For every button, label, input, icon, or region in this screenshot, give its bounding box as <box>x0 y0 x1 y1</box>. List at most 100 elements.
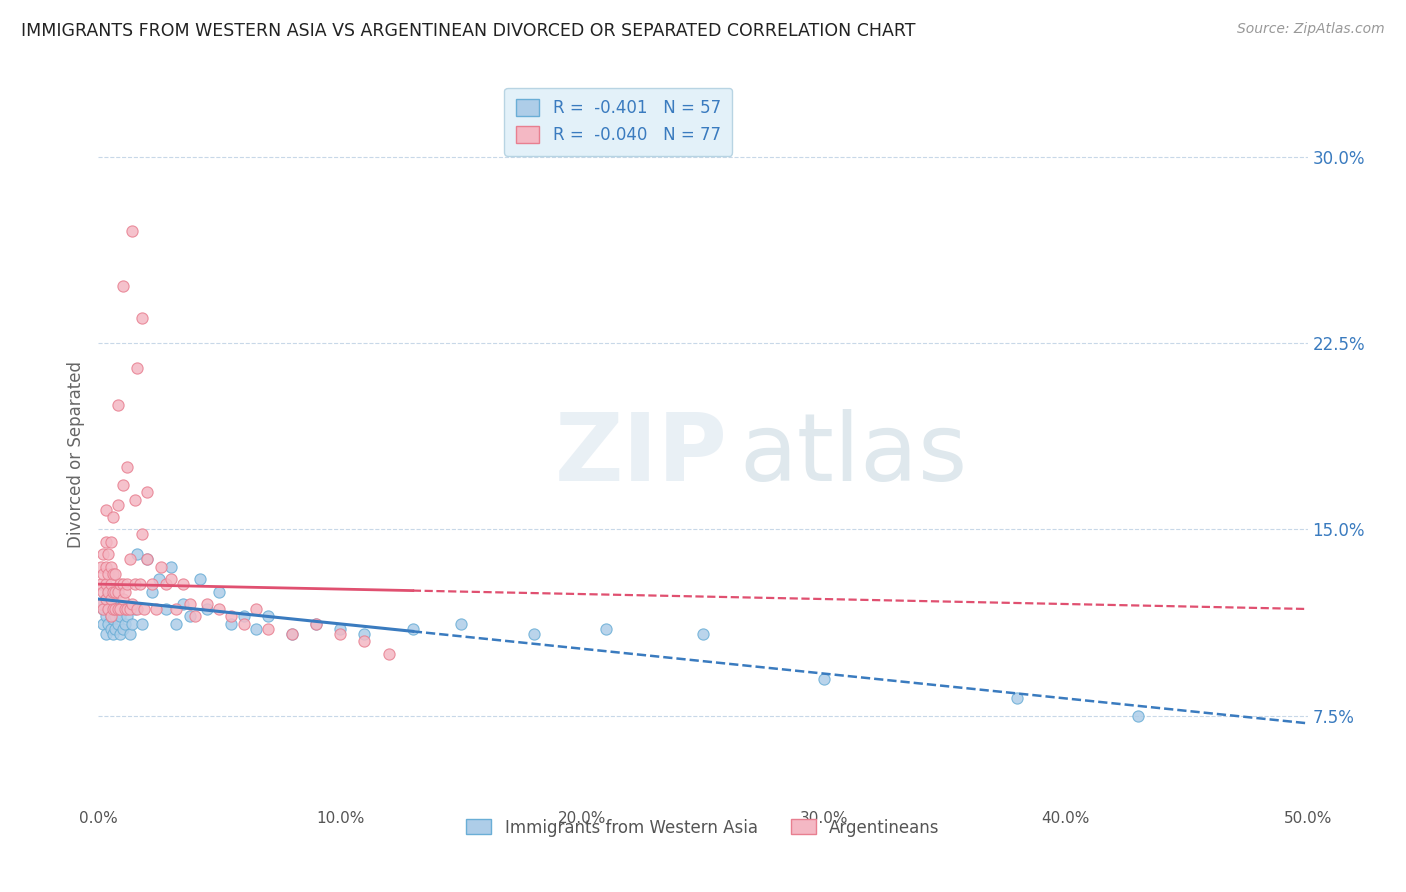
Point <box>179 597 201 611</box>
Point <box>101 510 124 524</box>
Point <box>114 616 136 631</box>
Point <box>281 627 304 641</box>
Point <box>94 592 117 607</box>
Point <box>135 552 157 566</box>
Point <box>101 567 124 582</box>
Point <box>97 567 120 582</box>
Point <box>108 577 131 591</box>
Point <box>128 577 150 591</box>
Point <box>172 597 194 611</box>
Point <box>402 622 425 636</box>
Point <box>131 527 153 541</box>
Point <box>111 279 134 293</box>
Point <box>121 616 143 631</box>
Point <box>450 616 472 631</box>
Point <box>100 622 122 636</box>
Point <box>160 559 183 574</box>
Point <box>91 602 114 616</box>
Point <box>127 602 149 616</box>
Point <box>90 597 112 611</box>
Point <box>107 602 129 616</box>
Point <box>195 597 218 611</box>
Point <box>353 634 375 648</box>
Point <box>232 609 254 624</box>
Point <box>90 559 112 574</box>
Point <box>155 602 177 616</box>
Point <box>100 534 122 549</box>
Point <box>90 597 112 611</box>
Point <box>121 224 143 238</box>
Point <box>256 609 278 624</box>
Point <box>111 577 134 591</box>
Text: atlas: atlas <box>740 409 967 501</box>
Point <box>108 609 131 624</box>
Point <box>107 584 129 599</box>
Point <box>124 492 146 507</box>
Point <box>353 627 375 641</box>
Point <box>118 552 141 566</box>
Point <box>91 584 114 599</box>
Point <box>108 627 131 641</box>
Point <box>595 622 617 636</box>
Point <box>329 622 352 636</box>
Point <box>165 602 187 616</box>
Point <box>377 647 399 661</box>
Point <box>245 622 267 636</box>
Point <box>208 602 231 616</box>
Point <box>101 597 124 611</box>
Point <box>256 622 278 636</box>
Point <box>118 602 141 616</box>
Point <box>117 609 139 624</box>
Point <box>91 547 114 561</box>
Point <box>179 609 201 624</box>
Point <box>124 602 146 616</box>
Point <box>124 577 146 591</box>
Point <box>111 602 134 616</box>
Point <box>91 567 114 582</box>
Point <box>107 602 129 616</box>
Point <box>101 627 124 641</box>
Point <box>127 547 149 561</box>
Point <box>111 592 134 607</box>
Point <box>100 577 122 591</box>
Point <box>329 627 352 641</box>
Point <box>100 609 122 624</box>
Point <box>90 577 112 591</box>
Point <box>523 627 546 641</box>
Point <box>1128 708 1150 723</box>
Point <box>131 616 153 631</box>
Point <box>221 616 243 631</box>
Point <box>155 577 177 591</box>
Point <box>101 602 124 616</box>
Point <box>104 609 127 624</box>
Legend: Immigrants from Western Asia, Argentineans: Immigrants from Western Asia, Argentinea… <box>460 812 946 843</box>
Point <box>97 547 120 561</box>
Point <box>135 485 157 500</box>
Point <box>117 460 139 475</box>
Point <box>117 602 139 616</box>
Point <box>188 572 211 586</box>
Point <box>172 577 194 591</box>
Y-axis label: Divorced or Separated: Divorced or Separated <box>66 361 84 549</box>
Point <box>118 627 141 641</box>
Text: ZIP: ZIP <box>554 409 727 501</box>
Point <box>221 609 243 624</box>
Point <box>208 584 231 599</box>
Point <box>97 616 120 631</box>
Point <box>305 616 328 631</box>
Point <box>121 597 143 611</box>
Point <box>97 602 120 616</box>
Point <box>97 584 120 599</box>
Point <box>141 577 163 591</box>
Point <box>145 602 167 616</box>
Point <box>101 584 124 599</box>
Point <box>111 477 134 491</box>
Point <box>104 567 127 582</box>
Point <box>100 597 122 611</box>
Point <box>114 584 136 599</box>
Point <box>101 612 124 626</box>
Point <box>91 602 114 616</box>
Point <box>107 398 129 412</box>
Point <box>281 627 304 641</box>
Point <box>165 616 187 631</box>
